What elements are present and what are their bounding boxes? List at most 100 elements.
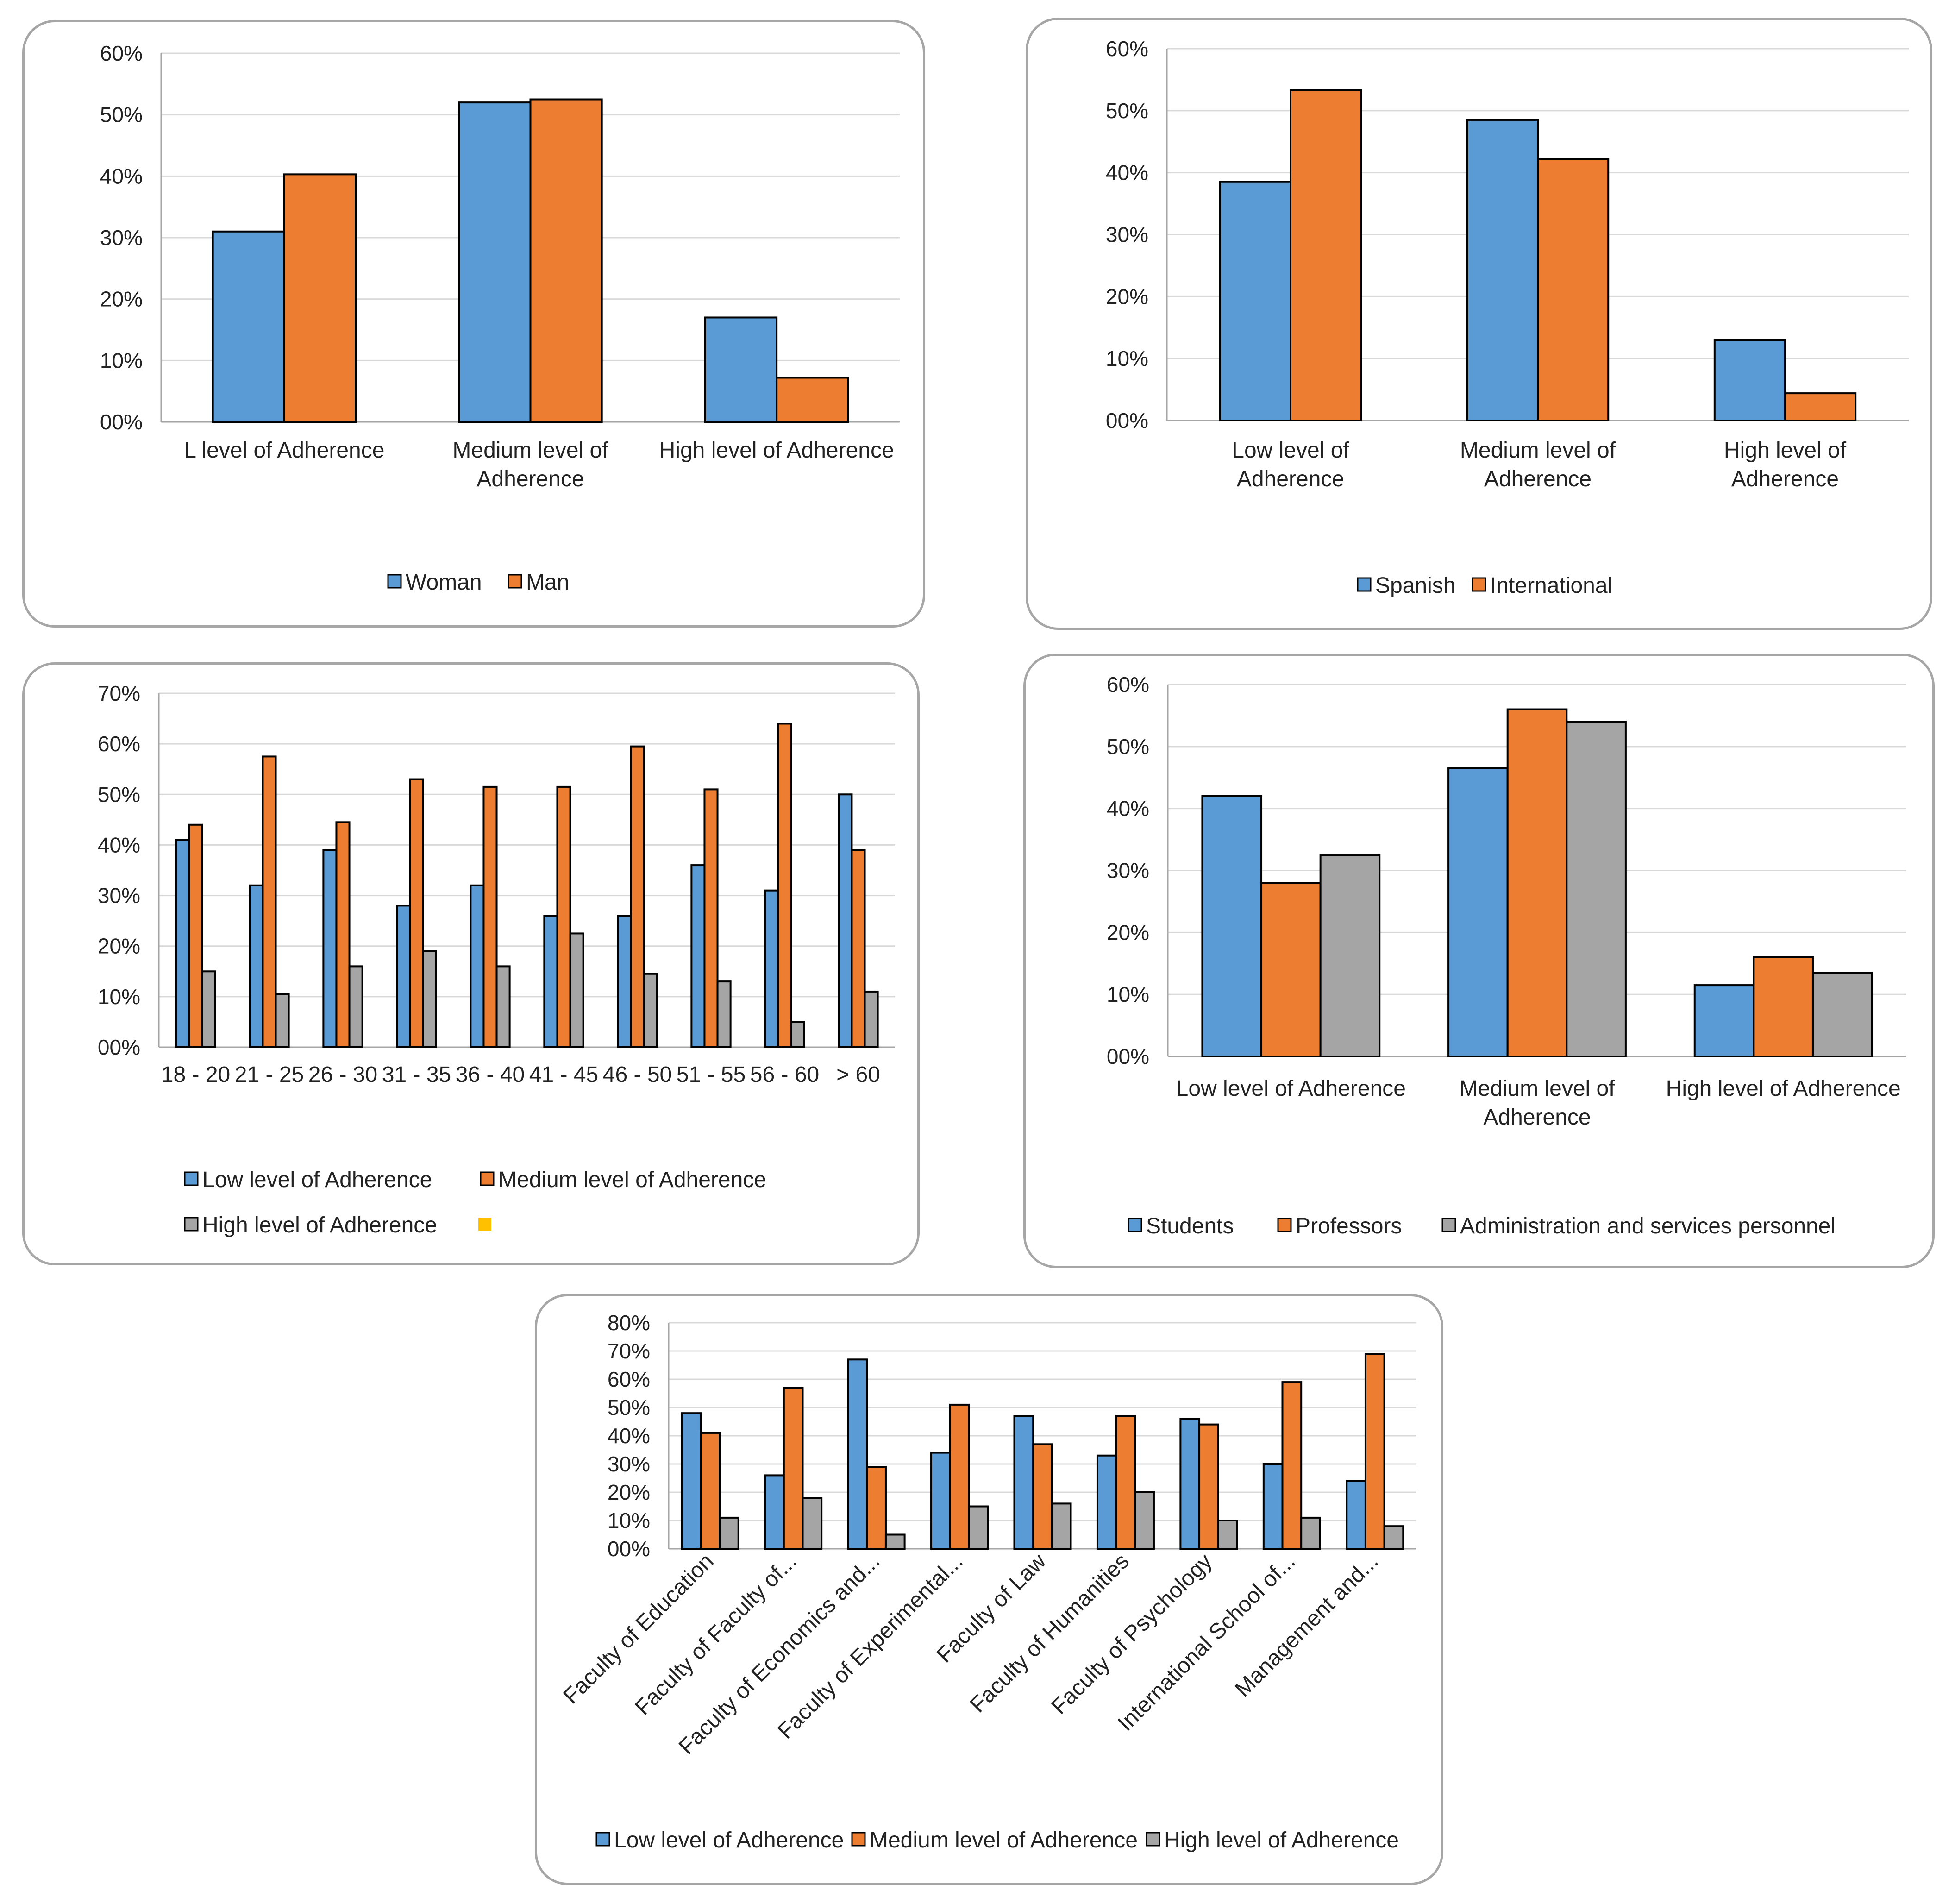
bar-gender-1-2: [283, 173, 357, 423]
bar-faculty-2-3: [802, 1497, 823, 1550]
bar-group-2-1: [1447, 767, 1509, 1058]
x-category-label: Faculty of Faculty of...: [630, 1549, 801, 1720]
y-tick-label: 50%: [1107, 735, 1149, 759]
bar-age-3-3: [348, 965, 363, 1048]
bar-faculty-8-1: [1262, 1463, 1284, 1550]
bar-age-4-2: [409, 778, 424, 1049]
bar-age-9-3: [790, 1021, 805, 1049]
bar-group-2-3: [1566, 721, 1627, 1058]
bar-faculty-1-3: [719, 1516, 739, 1550]
bar-group-3-3: [1811, 972, 1873, 1058]
y-tick-label: 10%: [100, 348, 143, 372]
chart-panel-age: 00% 10% 20% 30% 40% 50% 60% 70% 18 - 20 21 - 25 26…: [22, 662, 920, 1265]
x-category-label: 46 - 50: [603, 1062, 672, 1087]
y-tick-label: 50%: [100, 103, 143, 127]
bar-nationality-3-1: [1713, 339, 1786, 421]
x-category-label: Faculty of Psychology: [1047, 1549, 1217, 1719]
bar-faculty-9-2: [1364, 1353, 1385, 1550]
y-tick-label: 50%: [1106, 99, 1148, 123]
x-category-label: Management and...: [1230, 1549, 1383, 1702]
legend-swatch: [595, 1832, 610, 1847]
legend-swatch: [1128, 1218, 1142, 1232]
y-tick-label: 20%: [608, 1480, 650, 1504]
bar-age-8-1: [690, 864, 706, 1048]
y-tick-label: 20%: [1106, 284, 1148, 308]
bar-faculty-4-1: [930, 1452, 951, 1550]
y-tick-label: 20%: [98, 934, 140, 958]
y-tick-label: 30%: [1106, 223, 1148, 247]
bar-faculty-3-1: [847, 1358, 868, 1550]
bar-group-1-2: [1260, 882, 1322, 1057]
legend-label: Woman: [406, 570, 482, 595]
bar-age-10-1: [838, 793, 853, 1048]
bar-age-10-3: [864, 990, 879, 1049]
bar-age-9-1: [764, 889, 779, 1048]
y-tick-label: 00%: [1106, 408, 1148, 433]
bar-age-7-3: [643, 973, 658, 1048]
y-tick-label: 20%: [1107, 920, 1149, 944]
bar-nationality-1-1: [1219, 181, 1291, 422]
bar-faculty-4-2: [949, 1403, 970, 1550]
bar-faculty-6-2: [1115, 1415, 1136, 1550]
y-tick-label: 70%: [98, 681, 140, 705]
chart-panel-nationality: 00% 10% 20% 30% 40% 50% 60% Low level of Adheren…: [1026, 18, 1932, 630]
bar-gender-2-2: [529, 98, 603, 423]
legend-swatch: [508, 574, 522, 589]
x-category-label: High level of Adherence: [1724, 438, 1847, 491]
y-tick-label: 10%: [98, 985, 140, 1009]
x-category-label: L level of Adherence: [184, 438, 384, 463]
bar-age-4-1: [396, 905, 411, 1049]
bar-gender-3-1: [704, 316, 778, 423]
bar-faculty-6-3: [1134, 1491, 1155, 1550]
legend-label: Students: [1146, 1214, 1234, 1238]
y-tick-label: 60%: [608, 1367, 650, 1391]
bar-faculty-7-2: [1198, 1423, 1219, 1550]
nationality-adherence-chart: 00% 10% 20% 30% 40% 50% 60% Low level of Adheren…: [1106, 37, 1909, 598]
bar-faculty-9-1: [1346, 1480, 1366, 1550]
bar-age-5-1: [470, 884, 485, 1048]
legend-swatch: [1146, 1832, 1160, 1847]
bar-nationality-2-1: [1466, 119, 1539, 422]
y-tick-label: 40%: [98, 833, 140, 857]
y-tick-label: 00%: [1107, 1044, 1149, 1068]
bar-age-5-2: [482, 785, 498, 1048]
bar-age-8-3: [716, 980, 732, 1048]
x-category-label: 56 - 60: [750, 1062, 819, 1087]
x-category-label: 26 - 30: [308, 1062, 377, 1087]
y-tick-label: 10%: [1106, 346, 1148, 371]
y-tick-label: 30%: [608, 1452, 650, 1476]
bar-age-10-2: [851, 849, 866, 1048]
legend-swatch: [184, 1171, 199, 1186]
bar-faculty-1-1: [681, 1412, 702, 1550]
legend-swatch: [1357, 577, 1372, 592]
bar-age-1-2: [188, 823, 203, 1048]
bar-age-7-1: [617, 915, 632, 1048]
bar-age-3-1: [322, 849, 338, 1048]
bar-age-6-3: [569, 932, 584, 1049]
bar-faculty-7-3: [1217, 1520, 1238, 1550]
bar-faculty-3-3: [884, 1533, 906, 1550]
bar-group-2-2: [1506, 708, 1568, 1058]
bar-age-2-3: [275, 993, 290, 1049]
bar-gender-2-1: [458, 101, 532, 423]
y-tick-label: 30%: [1107, 859, 1149, 883]
legend-label: Medium level of Adherence: [498, 1168, 766, 1192]
y-tick-label: 10%: [608, 1508, 650, 1533]
bar-age-8-2: [703, 788, 719, 1049]
bar-gender-3-2: [776, 377, 849, 423]
bar-faculty-5-2: [1032, 1443, 1053, 1550]
x-category-label: Medium level of Adherence: [452, 438, 608, 491]
bar-age-5-3: [495, 965, 511, 1048]
legend-label: Low level of Adherence: [202, 1168, 432, 1192]
y-tick-label: 40%: [1106, 161, 1148, 185]
group-adherence-chart: 00% 10% 20% 30% 40% 50% 60% Low level of Adhere…: [1107, 672, 1906, 1238]
chart-panel-gender: 00% 10% 20% 30% 40% 50% 60% L level of Adherenc…: [22, 20, 925, 628]
bar-nationality-1-2: [1290, 89, 1362, 421]
x-category-label: 31 - 35: [382, 1062, 451, 1087]
bar-age-1-3: [201, 970, 216, 1048]
bar-nationality-2-2: [1537, 158, 1610, 421]
x-category-label: Low level of Adherence: [1176, 1076, 1406, 1101]
bar-faculty-9-3: [1383, 1525, 1404, 1550]
y-tick-label: 00%: [100, 410, 143, 434]
y-tick-label: 60%: [100, 41, 143, 65]
